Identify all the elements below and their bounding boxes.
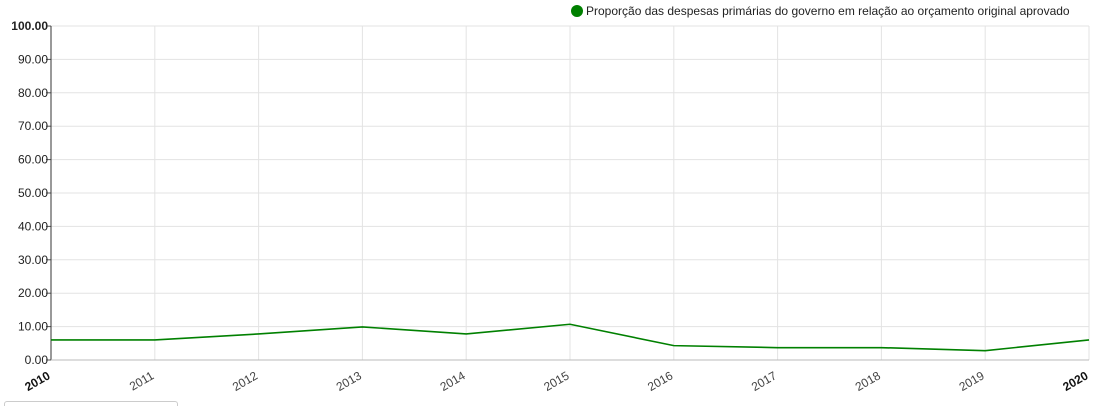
y-tick-label: 50.00	[18, 186, 48, 200]
data-point[interactable]	[152, 337, 158, 343]
y-tick-label: 40.00	[18, 219, 48, 233]
x-tick-label: 2016	[645, 368, 675, 394]
x-tick-label: 2019	[957, 368, 987, 394]
y-tick-label: 10.00	[18, 320, 48, 334]
y-tick-label: 100.00	[11, 19, 48, 33]
data-point[interactable]	[48, 337, 54, 343]
data-point[interactable]	[1086, 337, 1092, 343]
data-point[interactable]	[256, 331, 262, 337]
data-point[interactable]	[775, 345, 781, 351]
x-tick-label: 2012	[230, 368, 260, 394]
data-point[interactable]	[671, 343, 677, 349]
x-tick-label: 2014	[438, 368, 468, 394]
y-tick-label: 90.00	[18, 52, 48, 66]
data-point[interactable]	[878, 345, 884, 351]
x-tick-label: 2013	[334, 368, 364, 394]
data-point[interactable]	[982, 348, 988, 354]
legend-label: Proporção das despesas primárias do gove…	[586, 4, 1070, 18]
series-line	[51, 323, 1090, 352]
data-point[interactable]	[567, 321, 573, 327]
y-tick-label: 30.00	[18, 253, 48, 267]
legend[interactable]: Proporção das despesas primárias do gove…	[571, 4, 1070, 18]
x-tick-label: 2018	[853, 368, 883, 394]
y-tick-label: 20.00	[18, 286, 48, 300]
bottom-panel-edge	[4, 401, 178, 406]
x-tick-label: 2010	[22, 368, 52, 394]
x-tick-label: 2020	[1060, 368, 1090, 394]
x-tick-label: 2017	[749, 368, 779, 394]
x-tick-label: 2015	[541, 368, 571, 394]
data-point[interactable]	[359, 324, 365, 330]
legend-swatch	[571, 5, 583, 17]
data-point[interactable]	[463, 331, 469, 337]
y-tick-label: 0.00	[25, 353, 49, 367]
y-tick-label: 60.00	[18, 153, 48, 167]
y-tick-label: 80.00	[18, 86, 48, 100]
x-tick-label: 2011	[127, 368, 157, 393]
y-tick-label: 70.00	[18, 119, 48, 133]
